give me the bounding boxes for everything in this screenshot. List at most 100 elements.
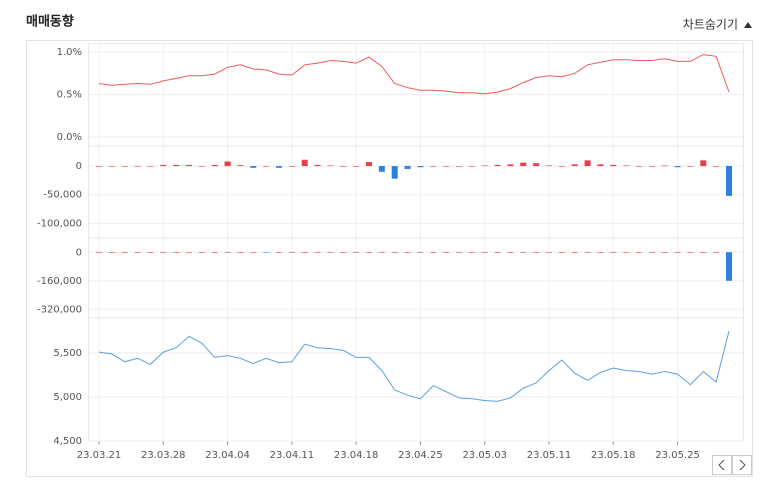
- bar: [121, 252, 128, 253]
- bar: [288, 252, 295, 253]
- bar: [301, 159, 308, 167]
- bar: [366, 162, 372, 167]
- bar: [636, 166, 642, 167]
- bar: [186, 164, 192, 167]
- y-tick-label: -50,000: [43, 190, 82, 201]
- bar: [520, 162, 527, 167]
- bar: [186, 252, 192, 253]
- bar: [198, 166, 205, 167]
- x-tick-label: 23.05.11: [527, 450, 572, 461]
- bar: [468, 166, 475, 167]
- x-tick-label: 23.05.03: [462, 450, 507, 461]
- bar: [134, 166, 141, 167]
- y-tick-label: -320,000: [37, 304, 82, 315]
- y-tick-label: 4,500: [53, 436, 82, 447]
- bar: [610, 164, 617, 167]
- bar: [314, 164, 321, 167]
- bar: [108, 166, 115, 167]
- series-line: [98, 330, 730, 402]
- bar: [700, 160, 707, 167]
- y-tick-label: -160,000: [37, 276, 82, 287]
- bar: [623, 165, 630, 167]
- next-icon[interactable]: [739, 459, 746, 471]
- bar: [96, 252, 102, 253]
- bar: [661, 252, 668, 253]
- bar: [456, 166, 462, 167]
- bar: [648, 252, 655, 253]
- x-tick-label: 23.04.25: [398, 450, 443, 461]
- bar: [250, 166, 257, 168]
- bar: [327, 252, 334, 253]
- bar: [687, 166, 694, 167]
- y-tick-label: 0.5%: [57, 90, 82, 101]
- bar: [700, 252, 707, 253]
- bar: [404, 252, 411, 253]
- bar: [610, 252, 617, 253]
- bar: [584, 160, 591, 167]
- next-button[interactable]: [732, 455, 752, 475]
- bar: [443, 252, 450, 253]
- bar: [198, 252, 205, 253]
- toggle-icon[interactable]: [744, 22, 752, 28]
- bar: [160, 164, 167, 167]
- bar: [288, 166, 295, 167]
- bar: [391, 166, 398, 179]
- bar: [378, 252, 385, 253]
- bar: [263, 166, 270, 167]
- bar: [378, 166, 385, 172]
- bar: [250, 252, 257, 253]
- bar: [661, 165, 668, 167]
- bar: [726, 252, 732, 281]
- bar: [674, 252, 681, 253]
- bar: [327, 165, 334, 167]
- bar: [108, 252, 115, 253]
- bar: [533, 163, 540, 167]
- bar: [456, 252, 462, 253]
- x-tick-label: 23.04.04: [205, 450, 250, 461]
- bar: [417, 252, 424, 253]
- bar: [687, 252, 694, 253]
- bar: [430, 252, 437, 253]
- bar: [404, 166, 411, 169]
- prev-button[interactable]: [712, 455, 732, 475]
- bar: [468, 252, 475, 253]
- bar: [340, 166, 347, 167]
- prev-icon[interactable]: [718, 459, 725, 471]
- bar: [147, 252, 154, 253]
- toggle-chart[interactable]: 차트숨기기: [683, 18, 738, 32]
- bar: [211, 164, 218, 167]
- bar: [648, 166, 655, 167]
- bar: [713, 252, 720, 253]
- bar: [353, 166, 360, 167]
- bar: [571, 164, 578, 167]
- bar: [507, 164, 514, 167]
- bar: [623, 252, 630, 253]
- x-tick-label: 23.03.21: [77, 450, 122, 461]
- bar: [636, 252, 642, 253]
- bar: [224, 161, 231, 167]
- bar: [173, 252, 180, 253]
- bar: [314, 252, 321, 253]
- bar: [674, 166, 681, 168]
- bar: [173, 164, 180, 167]
- x-tick-label: 23.04.11: [270, 450, 315, 461]
- bar: [597, 164, 604, 167]
- bar: [96, 166, 102, 167]
- bar: [211, 252, 218, 253]
- bar: [481, 165, 488, 167]
- bar: [301, 252, 308, 253]
- chart-frame: [26, 40, 753, 477]
- x-tick-label: 23.05.25: [655, 450, 700, 461]
- bar: [121, 166, 128, 167]
- x-tick-label: 23.04.18: [334, 450, 379, 461]
- bar: [443, 166, 450, 167]
- bar: [147, 166, 154, 167]
- y-tick-label: 0: [76, 161, 82, 172]
- bar: [558, 166, 565, 167]
- plot-frame: [88, 43, 744, 442]
- bar: [276, 252, 282, 253]
- bar: [237, 165, 244, 167]
- bar: [263, 252, 270, 253]
- bar: [276, 166, 282, 168]
